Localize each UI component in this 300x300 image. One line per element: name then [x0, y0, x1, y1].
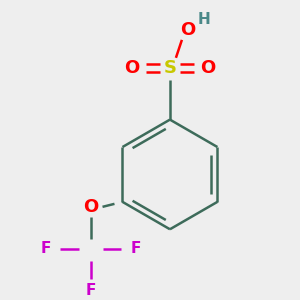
Text: S: S — [164, 59, 176, 77]
Text: O: O — [180, 21, 196, 39]
Text: O: O — [200, 59, 215, 77]
Text: O: O — [83, 198, 98, 216]
Text: F: F — [130, 241, 141, 256]
Text: F: F — [85, 283, 96, 298]
Text: O: O — [124, 59, 140, 77]
Text: H: H — [197, 12, 210, 27]
Text: F: F — [40, 241, 51, 256]
